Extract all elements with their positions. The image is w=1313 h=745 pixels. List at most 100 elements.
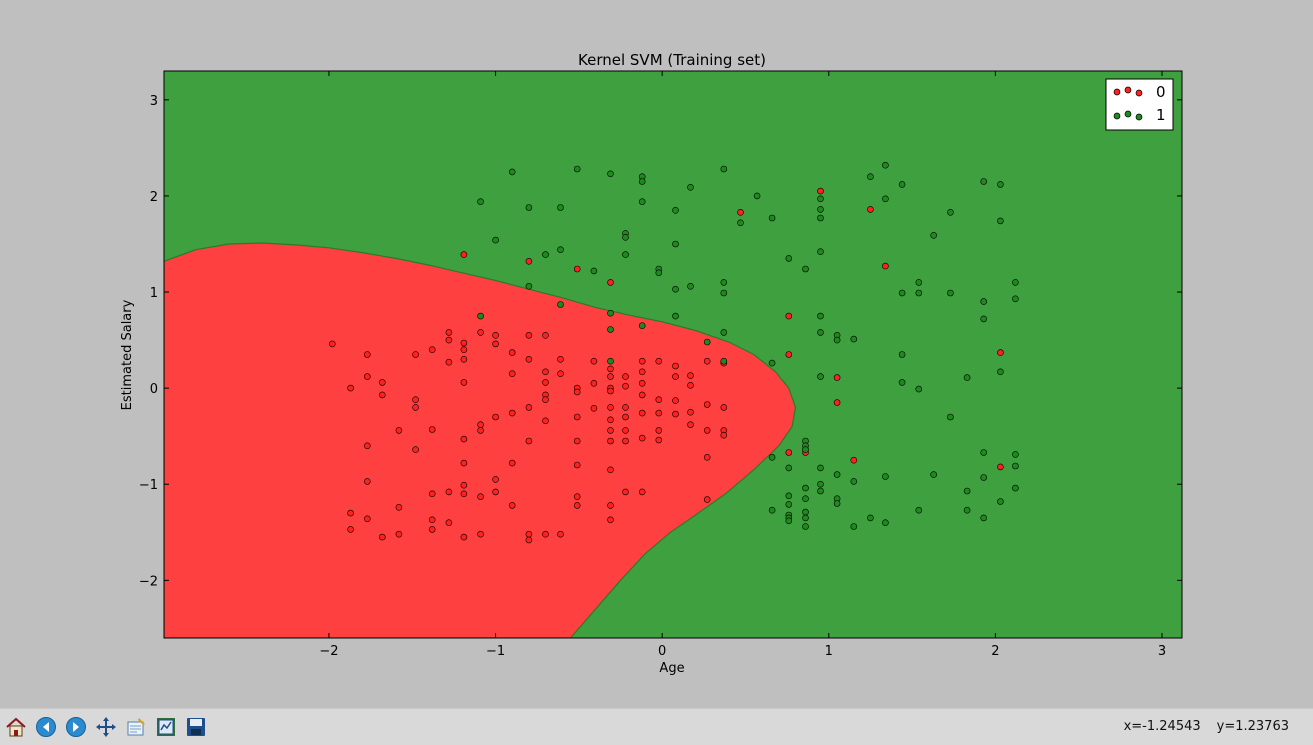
data-point-class-1 bbox=[542, 251, 549, 258]
configure-subplots-button[interactable] bbox=[153, 714, 179, 740]
data-point-class-1 bbox=[850, 523, 858, 530]
plot-axes[interactable]: −2 −1 0 1 2 3 −2 −1 0 1 2 3 bbox=[139, 70, 1183, 659]
data-point-class-1 bbox=[915, 289, 923, 297]
y-tick-label: −2 bbox=[139, 574, 158, 589]
data-point-class-0 bbox=[508, 459, 516, 467]
legend: 0 1 bbox=[1105, 78, 1174, 131]
data-point-class-1 bbox=[833, 471, 841, 478]
data-point-class-0 bbox=[378, 533, 386, 541]
x-axis-label: Age bbox=[659, 661, 684, 676]
data-point-class-1 bbox=[867, 173, 874, 180]
data-point-class-0 bbox=[703, 427, 711, 434]
back-button[interactable] bbox=[33, 714, 59, 740]
data-point-class-0 bbox=[508, 370, 516, 378]
zoom-rect-icon bbox=[127, 718, 145, 736]
data-point-class-1 bbox=[703, 338, 711, 346]
data-point-class-1 bbox=[850, 478, 858, 485]
data-point-class-1 bbox=[477, 198, 484, 205]
data-point-class-1 bbox=[817, 464, 824, 472]
data-point-class-0 bbox=[573, 413, 581, 421]
data-point-class-0 bbox=[622, 488, 629, 496]
data-point-class-0 bbox=[445, 488, 453, 496]
data-point-class-0 bbox=[573, 493, 581, 501]
data-point-class-0 bbox=[622, 404, 629, 411]
data-point-class-0 bbox=[607, 373, 614, 380]
data-point-class-1 bbox=[672, 285, 679, 293]
data-point-class-1 bbox=[655, 269, 663, 277]
legend-marker-1 bbox=[1135, 113, 1143, 121]
data-point-class-1 bbox=[833, 336, 841, 344]
data-point-class-1 bbox=[638, 322, 646, 330]
forward-arrow-icon bbox=[66, 717, 86, 737]
data-point-class-0 bbox=[492, 413, 499, 421]
data-point-class-0 bbox=[428, 526, 436, 533]
data-point-class-1 bbox=[802, 514, 809, 522]
data-point-class-1 bbox=[817, 480, 824, 488]
data-point-class-0 bbox=[638, 368, 646, 376]
pan-move-icon bbox=[96, 717, 116, 737]
data-point-class-1 bbox=[672, 312, 679, 320]
data-point-class-0 bbox=[573, 502, 581, 509]
legend-marker-0 bbox=[1124, 86, 1132, 94]
data-point-class-0 bbox=[573, 388, 581, 396]
data-point-class-0 bbox=[542, 396, 549, 404]
data-point-class-0 bbox=[703, 453, 711, 461]
data-point-class-0 bbox=[703, 357, 711, 365]
data-point-class-1 bbox=[963, 487, 971, 495]
data-point-class-1 bbox=[947, 209, 954, 216]
data-point-class-0 bbox=[622, 427, 629, 434]
navigation-toolbar: x=-1.24543 y=1.23763 bbox=[0, 708, 1313, 745]
data-point-class-1 bbox=[768, 214, 776, 222]
data-point-class-1 bbox=[525, 282, 533, 290]
legend-marker-0 bbox=[1135, 89, 1143, 97]
data-point-class-0 bbox=[672, 362, 679, 370]
data-point-class-0 bbox=[687, 381, 694, 389]
data-point-class-0 bbox=[655, 357, 663, 365]
data-point-class-0 bbox=[347, 384, 354, 392]
save-disk-icon bbox=[187, 718, 205, 736]
data-point-class-1 bbox=[768, 359, 776, 367]
zoom-button[interactable] bbox=[123, 714, 149, 740]
data-point-class-0 bbox=[703, 496, 711, 503]
forward-button[interactable] bbox=[63, 714, 89, 740]
data-point-class-0 bbox=[378, 391, 386, 399]
data-point-class-0 bbox=[607, 279, 614, 286]
data-point-class-1 bbox=[882, 473, 889, 480]
data-point-class-0 bbox=[687, 421, 694, 429]
data-point-class-1 bbox=[980, 449, 988, 456]
data-point-class-0 bbox=[445, 336, 453, 344]
data-point-class-0 bbox=[607, 437, 614, 445]
data-point-class-1 bbox=[573, 165, 581, 173]
legend-marker-1 bbox=[1124, 110, 1132, 118]
data-point-class-0 bbox=[460, 533, 468, 541]
home-button[interactable] bbox=[3, 714, 29, 740]
data-point-class-1 bbox=[720, 165, 728, 173]
data-point-class-0 bbox=[412, 396, 419, 404]
data-point-class-1 bbox=[525, 204, 533, 211]
x-tick-label: 2 bbox=[991, 644, 999, 659]
data-point-class-0 bbox=[655, 427, 663, 434]
data-point-class-0 bbox=[687, 408, 694, 416]
data-point-class-1 bbox=[817, 206, 824, 213]
data-point-class-0 bbox=[672, 410, 679, 418]
back-arrow-icon bbox=[36, 717, 56, 737]
data-point-class-0 bbox=[525, 530, 533, 538]
data-point-class-0 bbox=[428, 490, 436, 498]
data-point-class-0 bbox=[785, 449, 793, 456]
data-point-class-0 bbox=[590, 357, 598, 365]
data-point-class-0 bbox=[607, 516, 614, 524]
data-point-class-0 bbox=[477, 493, 484, 501]
cursor-coordinates: x=-1.24543 y=1.23763 bbox=[1108, 719, 1289, 734]
data-point-class-0 bbox=[557, 370, 564, 378]
data-point-class-1 bbox=[1012, 295, 1019, 303]
data-point-class-1 bbox=[930, 471, 938, 478]
data-point-class-0 bbox=[460, 459, 468, 467]
data-point-class-0 bbox=[477, 530, 484, 538]
data-point-class-1 bbox=[672, 240, 679, 248]
data-point-class-0 bbox=[607, 387, 614, 395]
data-point-class-0 bbox=[460, 251, 468, 258]
data-point-class-0 bbox=[363, 478, 371, 485]
save-button[interactable] bbox=[183, 714, 209, 740]
pan-button[interactable] bbox=[93, 714, 119, 740]
data-point-class-1 bbox=[997, 368, 1004, 376]
